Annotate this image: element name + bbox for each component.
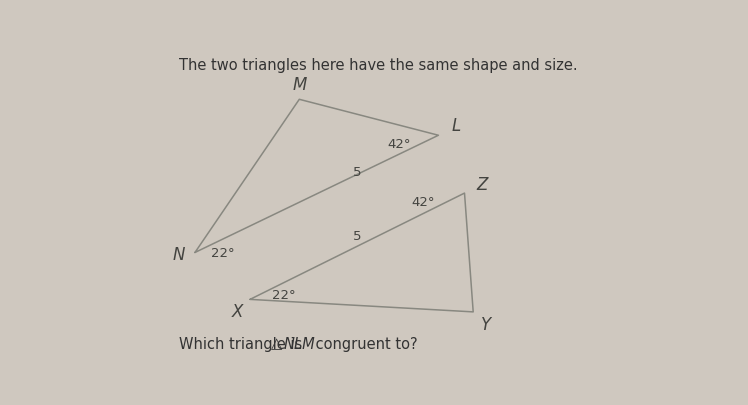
Text: 5: 5: [353, 165, 361, 178]
Text: NLM: NLM: [283, 336, 316, 351]
Text: 42°: 42°: [411, 196, 435, 209]
Text: 5: 5: [353, 229, 361, 242]
Text: Which triangle is: Which triangle is: [180, 336, 307, 351]
Text: L: L: [451, 117, 461, 135]
Text: N: N: [173, 245, 185, 263]
Text: Y: Y: [481, 315, 491, 333]
Text: X: X: [232, 303, 243, 320]
Text: △: △: [271, 336, 282, 351]
Text: 42°: 42°: [387, 137, 411, 150]
Text: M: M: [292, 76, 307, 94]
Text: congruent to?: congruent to?: [311, 336, 418, 351]
Text: The two triangles here have the same shape and size.: The two triangles here have the same sha…: [180, 58, 578, 73]
Text: 22°: 22°: [211, 246, 235, 259]
Text: Z: Z: [476, 175, 488, 193]
Text: 22°: 22°: [272, 288, 295, 301]
